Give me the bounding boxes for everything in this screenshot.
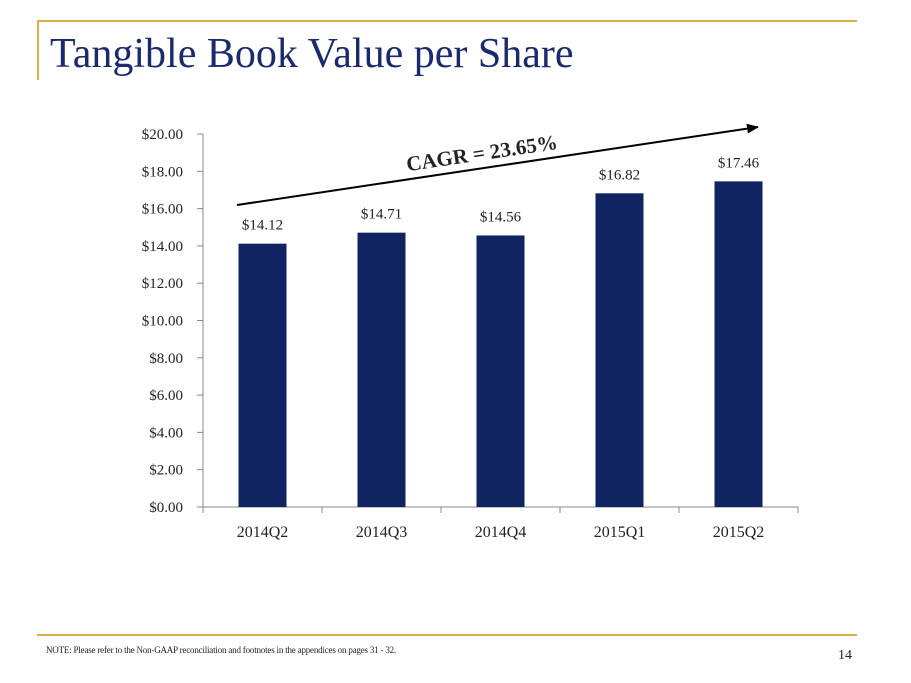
bar-value-label: $14.56: [480, 209, 522, 225]
footnote: NOTE: Please refer to the Non-GAAP recon…: [46, 645, 397, 655]
x-tick-label: 2014Q4: [475, 524, 527, 541]
y-axis: $0.00 $2.00 $4.00 $6.00 $8.00 $10.00 $12.00 $14…: [142, 127, 204, 516]
x-axis: 2014Q2 2014Q3 2014Q4 2015Q1 2015Q2: [202, 506, 799, 541]
bar: [595, 193, 644, 507]
y-tick-label: $12.00: [142, 276, 183, 292]
slide-title: Tangible Book Value per Share: [50, 31, 574, 77]
bar-value-label: $17.46: [718, 155, 760, 171]
y-tick-label: $14.00: [142, 239, 183, 255]
y-tick-label: $2.00: [149, 463, 183, 479]
x-tick-label: 2014Q2: [237, 524, 289, 541]
bar-value-label: $16.82: [599, 167, 640, 183]
page-number: 14: [838, 648, 852, 663]
bottom-accent-rule: [37, 634, 857, 636]
bar-value-label: $14.71: [361, 207, 402, 223]
x-tick-label: 2014Q3: [356, 524, 408, 541]
bar-value-label: $14.12: [242, 218, 283, 234]
y-tick-label: $18.00: [142, 164, 183, 180]
cagr-arrow: [236, 123, 759, 206]
value-labels: $14.12 $14.71 $14.56 $16.82 $17.46: [242, 155, 760, 233]
top-accent-rule: [37, 20, 857, 22]
y-tick-label: $0.00: [149, 500, 183, 516]
y-tick-label: $16.00: [142, 202, 183, 218]
bar: [714, 181, 763, 507]
y-tick-label: $8.00: [149, 351, 183, 367]
y-tick-label: $20.00: [142, 127, 183, 143]
y-tick-label: $4.00: [149, 425, 183, 441]
y-tick-label: $6.00: [149, 388, 183, 404]
y-tick-label: $10.00: [142, 314, 183, 330]
bar: [238, 243, 287, 508]
bars: [238, 181, 763, 508]
x-tick-label: 2015Q1: [594, 524, 646, 541]
bar: [476, 235, 525, 507]
left-accent-rule: [37, 20, 39, 80]
bar: [357, 232, 406, 507]
x-tick-label: 2015Q2: [713, 524, 765, 541]
